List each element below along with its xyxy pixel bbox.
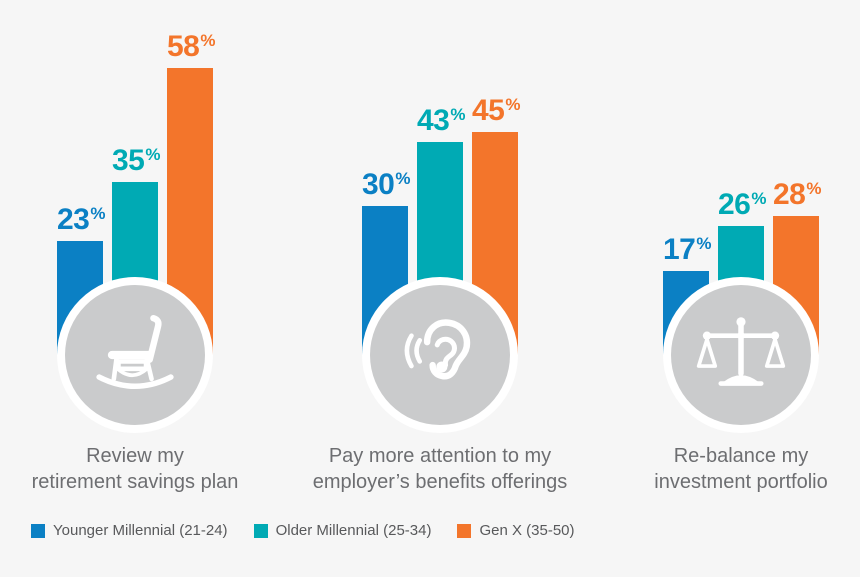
icon-badge-fill <box>65 285 205 425</box>
icon-badge <box>663 277 819 433</box>
category-label: Review my retirement savings plan <box>32 443 239 495</box>
legend-label: Younger Millennial (21-24) <box>53 522 228 539</box>
category-label: Re-balance my investment portfolio <box>654 443 827 495</box>
bar-value-label: 30% <box>362 168 410 201</box>
bar-value-label: 45% <box>472 94 520 127</box>
bar-value-label: 58% <box>167 30 215 63</box>
percent-sign: % <box>395 169 410 188</box>
icon-badge-fill <box>671 285 811 425</box>
bar-value-label: 26% <box>718 188 766 221</box>
bar-value-label: 17% <box>663 233 711 266</box>
percent-sign: % <box>751 189 766 208</box>
bar-cluster: 23% 35% 58% <box>57 32 215 355</box>
legend-label: Older Millennial (25-34) <box>275 522 432 539</box>
bar-value-label: 43% <box>417 104 465 137</box>
percent-sign: % <box>696 234 711 253</box>
legend-item-younger-millennial: Younger Millennial (21-24) <box>31 522 228 539</box>
bar-value-label: 35% <box>112 144 160 177</box>
legend-swatch <box>457 523 472 538</box>
legend-label: Gen X (35-50) <box>479 522 575 539</box>
icon-badge <box>362 277 518 433</box>
ear-icon <box>404 319 471 380</box>
category-label-line: employer’s benefits offerings <box>312 471 568 493</box>
legend: Younger Millennial (21-24) Older Millenn… <box>31 522 575 539</box>
category-label-line: Pay more attention to my <box>328 445 552 467</box>
percent-sign: % <box>145 145 160 164</box>
icon-badge-fill <box>370 285 510 425</box>
category-label-line: retirement savings plan <box>31 471 239 493</box>
bar-value-label: 28% <box>773 178 821 211</box>
chart-group-portfolio: 17% 26% 28% <box>654 0 827 577</box>
legend-swatch <box>31 523 45 538</box>
percent-sign: % <box>200 31 215 50</box>
percent-sign: % <box>806 179 821 198</box>
icon-badge <box>57 277 213 433</box>
chart-group-benefits: 30% 43% 45% Pay more attention to my <box>313 0 568 577</box>
legend-item-older-millennial: Older Millennial (25-34) <box>253 522 432 539</box>
legend-swatch <box>253 523 268 538</box>
percent-sign: % <box>450 105 465 124</box>
chart-group-retirement: 23% 35% 58% Re <box>32 0 239 577</box>
category-label-line: investment portfolio <box>654 471 828 493</box>
percent-sign: % <box>505 95 520 114</box>
category-label: Pay more attention to my employer’s bene… <box>313 443 568 495</box>
percent-sign: % <box>90 204 105 223</box>
rocking-chair-icon <box>96 314 174 389</box>
category-label-line: Re-balance my <box>673 445 809 467</box>
legend-item-gen-x: Gen X (35-50) <box>457 522 575 539</box>
scales-icon <box>696 317 786 386</box>
bar-value-label: 23% <box>57 203 105 236</box>
category-label-line: Review my <box>86 445 184 467</box>
